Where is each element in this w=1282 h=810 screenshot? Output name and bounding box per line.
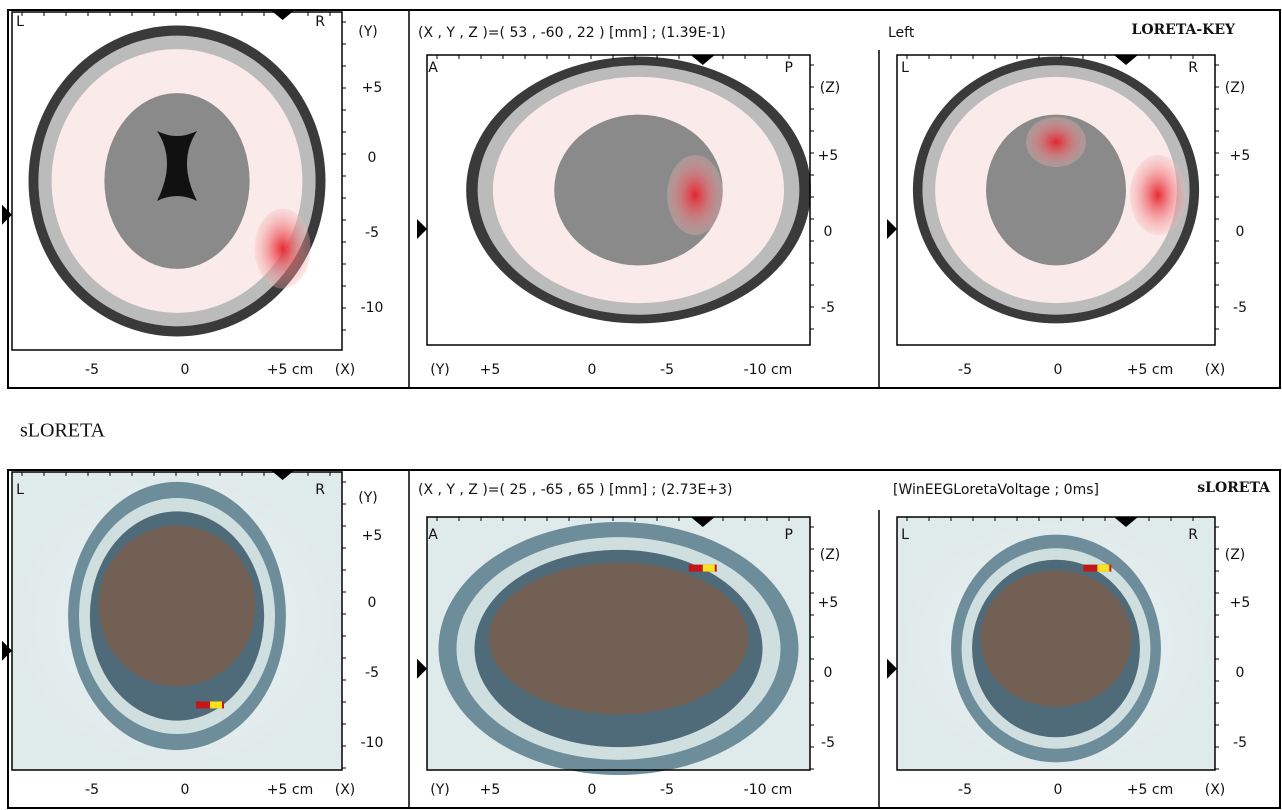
x-axis-label: 0 [588, 362, 597, 378]
panel: (X , Y , Z )=( 25 , -65 , 65 ) [mm] ; (2… [2, 470, 1280, 808]
y-axis-label: 0 [824, 224, 833, 240]
y-axis-label: -5 [1233, 735, 1247, 751]
view-title: sLORETA [1197, 480, 1271, 496]
x-axis-label: +5 cm [1127, 362, 1173, 378]
corner-label: P [785, 527, 793, 543]
x-axis-label: (Y) [430, 782, 449, 798]
y-axis-label: 0 [368, 150, 377, 166]
y-axis-label: 0 [1236, 224, 1245, 240]
x-axis-label: -5 [85, 362, 99, 378]
brain-view: A P (Z) +5 0 -5 (Y) +5 0 -5 -10 cm [417, 55, 840, 378]
corner-label: (Z) [1225, 80, 1246, 96]
x-axis-label: (X) [335, 362, 356, 378]
y-axis-label: +5 [818, 148, 839, 164]
corner-label: L [16, 14, 24, 30]
y-axis-label: 0 [1236, 665, 1245, 681]
x-axis-label: -10 cm [744, 362, 793, 378]
x-axis-label: -5 [85, 782, 99, 798]
header-note: Left [888, 25, 915, 41]
y-axis-label: +5 [1230, 148, 1251, 164]
brain-view: L R (Y) +5 0 -5 -10 -5 0 +5 cm (X) [2, 10, 383, 378]
corner-label: (Y) [358, 24, 377, 40]
corner-label: P [785, 60, 793, 76]
y-axis-label: -10 [361, 735, 384, 751]
x-axis-label: +5 [480, 362, 501, 378]
y-axis-label: +5 [362, 528, 383, 544]
y-axis-label: -5 [821, 300, 835, 316]
y-axis-label: +5 [362, 80, 383, 96]
cortex-overlay [980, 570, 1131, 707]
corner-label: (Z) [1225, 547, 1246, 563]
x-axis-label: 0 [588, 782, 597, 798]
screenshot: sLORETA (X , Y , Z )=( 53 , -60 , 22 ) [… [0, 0, 1282, 810]
x-axis-label: +5 cm [267, 782, 313, 798]
y-axis-label: -10 [361, 300, 384, 316]
hotspot-peak [1097, 565, 1109, 572]
x-axis-label: (X) [335, 782, 356, 798]
x-axis-label: -5 [660, 362, 674, 378]
x-axis-label: 0 [181, 362, 190, 378]
brain-view: A P (Z) +5 0 -5 (Y) +5 0 -5 -10 cm [417, 517, 840, 798]
cursor-marker [887, 659, 897, 679]
y-axis-label: 0 [368, 595, 377, 611]
x-axis-label: -5 [660, 782, 674, 798]
x-axis-label: -10 cm [744, 782, 793, 798]
corner-label: R [315, 482, 325, 498]
header-coords: (X , Y , Z )=( 53 , -60 , 22 ) [mm] ; (1… [418, 25, 726, 41]
x-axis-label: 0 [1054, 782, 1063, 798]
view-title: LORETA-KEY [1131, 22, 1236, 38]
brain-view: L R (Z) +5 0 -5 -5 0 +5 cm (X) [887, 517, 1250, 798]
activation [667, 155, 723, 235]
x-axis-label: -5 [958, 782, 972, 798]
corner-label: (Y) [358, 490, 377, 506]
x-axis-label: 0 [1054, 362, 1063, 378]
y-axis-label: +5 [1230, 595, 1251, 611]
corner-label: L [901, 527, 909, 543]
corner-label: (Z) [820, 80, 841, 96]
header-coords: (X , Y , Z )=( 25 , -65 , 65 ) [mm] ; (2… [418, 482, 732, 498]
x-axis-label: (X) [1205, 362, 1226, 378]
x-axis-label: -5 [958, 362, 972, 378]
x-axis-label: +5 cm [267, 362, 313, 378]
activation [1026, 117, 1086, 167]
y-axis-label: -5 [365, 225, 379, 241]
corner-label: R [1188, 527, 1198, 543]
corner-label: (Z) [820, 547, 841, 563]
hotspot-peak [703, 565, 715, 572]
cursor-marker [417, 219, 427, 239]
y-axis-label: 0 [824, 665, 833, 681]
x-axis-label: (X) [1205, 782, 1226, 798]
y-axis-label: -5 [1233, 300, 1247, 316]
x-axis-label: +5 cm [1127, 782, 1173, 798]
y-axis-label: +5 [818, 595, 839, 611]
x-axis-label: (Y) [430, 362, 449, 378]
activation [1130, 155, 1186, 235]
y-axis-label: -5 [365, 665, 379, 681]
panel: (X , Y , Z )=( 53 , -60 , 22 ) [mm] ; (1… [2, 10, 1280, 388]
cortex-overlay [99, 526, 256, 687]
brain-view: L R (Z) +5 0 -5 -5 0 +5 cm (X) [887, 55, 1250, 378]
activation [255, 209, 311, 289]
header-note: [WinEEGLoretaVoltage ; 0ms] [893, 482, 1099, 498]
x-axis-label: 0 [181, 782, 190, 798]
corner-label: L [16, 482, 24, 498]
cursor-marker [887, 219, 897, 239]
brain-view: L R (Y) +5 0 -5 -10 -5 0 +5 cm (X) [2, 470, 383, 798]
corner-label: L [901, 60, 909, 76]
cursor-marker [417, 659, 427, 679]
y-axis-label: -5 [821, 735, 835, 751]
corner-label: A [428, 60, 438, 76]
corner-label: A [428, 527, 438, 543]
hotspot-peak [210, 701, 222, 708]
corner-label: R [1188, 60, 1198, 76]
x-axis-label: +5 [480, 782, 501, 798]
cortex-overlay [489, 563, 748, 715]
corner-label: R [315, 14, 325, 30]
method-caption: sLORETA [20, 420, 106, 442]
